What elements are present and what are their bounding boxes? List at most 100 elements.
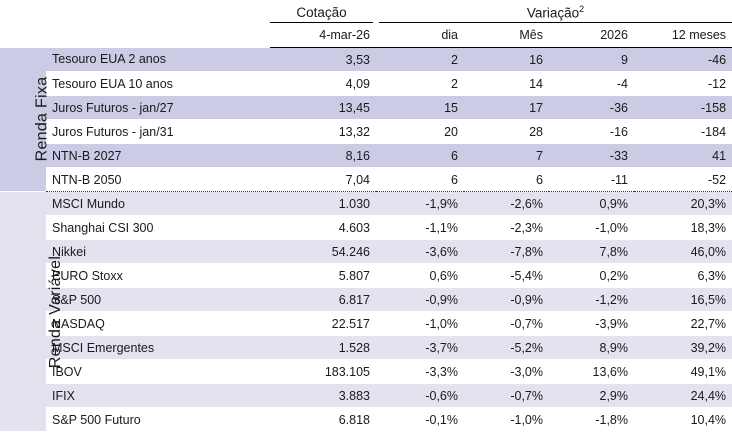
variacao-12m-value: 22,7% xyxy=(634,311,732,336)
instrument-name: Shanghai CSI 300 xyxy=(46,215,270,240)
variacao-mes-value: 6 xyxy=(464,167,549,192)
header-date: 4-mar-26 xyxy=(270,22,376,48)
variacao-dia-value: 15 xyxy=(376,95,464,120)
variacao-ano-value: 2,9% xyxy=(549,383,634,408)
table-row: S&P 500 6.817 -0,9% -0,9% -1,2% 16,5% xyxy=(0,287,732,312)
cotacao-value: 13,45 xyxy=(270,95,376,120)
cotacao-value: 7,04 xyxy=(270,167,376,192)
variacao-mes-value: -1,0% xyxy=(464,407,549,432)
variacao-mes-value: 14 xyxy=(464,71,549,96)
cotacao-value: 1.528 xyxy=(270,335,376,360)
variacao-mes-value: -3,0% xyxy=(464,359,549,384)
instrument-name: NTN-B 2027 xyxy=(46,143,270,168)
variacao-dia-value: -1,0% xyxy=(376,311,464,336)
variacao-12m-value: 49,1% xyxy=(634,359,732,384)
instrument-name: IBOV xyxy=(46,359,270,384)
variacao-dia-value: 20 xyxy=(376,119,464,144)
header-row-columns: 4-mar-26 dia Mês 2026 12 meses xyxy=(0,22,732,48)
header-ano: 2026 xyxy=(549,22,634,48)
section-label-text: Renda Variável xyxy=(47,255,65,368)
instrument-name: NASDAQ xyxy=(46,311,270,336)
cotacao-value: 183.105 xyxy=(270,359,376,384)
table-row: Renda Variável MSCI Mundo 1.030 -1,9% -2,6% 0… xyxy=(0,191,732,432)
cotacao-value: 3.883 xyxy=(270,383,376,408)
variacao-ano-value: 0,2% xyxy=(549,263,634,288)
variacao-ano-value: -11 xyxy=(549,167,634,192)
instrument-name: Juros Futuros - jan/31 xyxy=(46,119,270,144)
instrument-name: MSCI Emergentes xyxy=(46,335,270,360)
variacao-mes-value: 17 xyxy=(464,95,549,120)
variacao-mes-value: -2,3% xyxy=(464,215,549,240)
table-row: MSCI Emergentes 1.528 -3,7% -5,2% 8,9% 39,2% xyxy=(0,335,732,360)
instrument-name: MSCI Mundo xyxy=(46,191,270,216)
variacao-ano-value: -33 xyxy=(549,143,634,168)
table-row: Juros Futuros - jan/27 13,45 15 17 -36 -158 xyxy=(0,95,732,120)
header-cotacao: Cotação xyxy=(270,0,379,23)
cotacao-value: 4.603 xyxy=(270,215,376,240)
instrument-name: NTN-B 2050 xyxy=(46,167,270,192)
table-row: NTN-B 2050 7,04 6 6 -11 -52 xyxy=(0,167,732,192)
table-row: IFIX 3.883 -0,6% -0,7% 2,9% 24,4% xyxy=(0,383,732,408)
header-variacao: Variação2 xyxy=(376,0,732,23)
variacao-mes-value: -5,4% xyxy=(464,263,549,288)
variacao-12m-value: 18,3% xyxy=(634,215,732,240)
variacao-dia-value: 6 xyxy=(376,167,464,192)
variacao-12m-value: 39,2% xyxy=(634,335,732,360)
table-row: Shanghai CSI 300 4.603 -1,1% -2,3% -1,0% 18,3… xyxy=(0,215,732,240)
variacao-12m-value: 10,4% xyxy=(634,407,732,432)
variacao-ano-value: -3,9% xyxy=(549,311,634,336)
instrument-name: Juros Futuros - jan/27 xyxy=(46,95,270,120)
variacao-ano-value: -16 xyxy=(549,119,634,144)
variacao-12m-value: 20,3% xyxy=(634,191,732,216)
variacao-12m-value: 46,0% xyxy=(634,239,732,264)
variacao-12m-value: -52 xyxy=(634,167,732,192)
header-dia: dia xyxy=(376,22,464,48)
table-row: Nikkei 54.246 -3,6% -7,8% 7,8% 46,0% xyxy=(0,239,732,264)
cotacao-value: 5.807 xyxy=(270,263,376,288)
variacao-dia-value: 2 xyxy=(376,47,464,72)
instrument-name: S&P 500 xyxy=(46,287,270,312)
variacao-dia-value: -3,6% xyxy=(376,239,464,264)
variacao-dia-value: -0,9% xyxy=(376,287,464,312)
header-12-meses: 12 meses xyxy=(634,22,732,48)
variacao-mes-value: -5,2% xyxy=(464,335,549,360)
variacao-dia-value: -1,1% xyxy=(376,215,464,240)
variacao-12m-value: 16,5% xyxy=(634,287,732,312)
variacao-mes-value: -0,7% xyxy=(464,311,549,336)
table-row: S&P 500 Futuro 6.818 -0,1% -1,0% -1,8% 10,4% xyxy=(0,407,732,432)
variacao-mes-value: 28 xyxy=(464,119,549,144)
variacao-mes-value: -0,7% xyxy=(464,383,549,408)
instrument-name: Tesouro EUA 2 anos xyxy=(46,47,270,72)
variacao-ano-value: -4 xyxy=(549,71,634,96)
cotacao-value: 6.818 xyxy=(270,407,376,432)
table-row: EURO Stoxx 5.807 0,6% -5,4% 0,2% 6,3% xyxy=(0,263,732,288)
cotacao-value: 8,16 xyxy=(270,143,376,168)
header-mes: Mês xyxy=(464,22,549,48)
table-row: Tesouro EUA 10 anos 4,09 2 14 -4 -12 xyxy=(0,71,732,96)
cotacao-value: 54.246 xyxy=(270,239,376,264)
variacao-dia-value: -1,9% xyxy=(376,191,464,216)
variacao-dia-value: -0,6% xyxy=(376,383,464,408)
cotacao-value: 4,09 xyxy=(270,71,376,96)
variacao-12m-value: 41 xyxy=(634,143,732,168)
variacao-dia-value: -3,3% xyxy=(376,359,464,384)
table-row: NTN-B 2027 8,16 6 7 -33 41 xyxy=(0,143,732,168)
cotacao-value: 3,53 xyxy=(270,47,376,72)
table-row: Renda Fixa Tesouro EUA 2 anos 3,53 2 16 9 -46 xyxy=(0,47,732,192)
section-label-renda-variavel: Renda Variável xyxy=(0,191,64,432)
variacao-dia-value: 0,6% xyxy=(376,263,464,288)
variacao-12m-value: -158 xyxy=(634,95,732,120)
cotacao-value: 22.517 xyxy=(270,311,376,336)
variacao-mes-value: -0,9% xyxy=(464,287,549,312)
table-row: IBOV 183.105 -3,3% -3,0% 13,6% 49,1% xyxy=(0,359,732,384)
instrument-name: Nikkei xyxy=(46,239,270,264)
variacao-12m-value: -46 xyxy=(634,47,732,72)
variacao-ano-value: 8,9% xyxy=(549,335,634,360)
table-row: NASDAQ 22.517 -1,0% -0,7% -3,9% 22,7% xyxy=(0,311,732,336)
variacao-ano-value: 13,6% xyxy=(549,359,634,384)
variacao-dia-value: -0,1% xyxy=(376,407,464,432)
cotacao-value: 1.030 xyxy=(270,191,376,216)
header-row-groups: Cotação Variação2 xyxy=(0,0,732,23)
